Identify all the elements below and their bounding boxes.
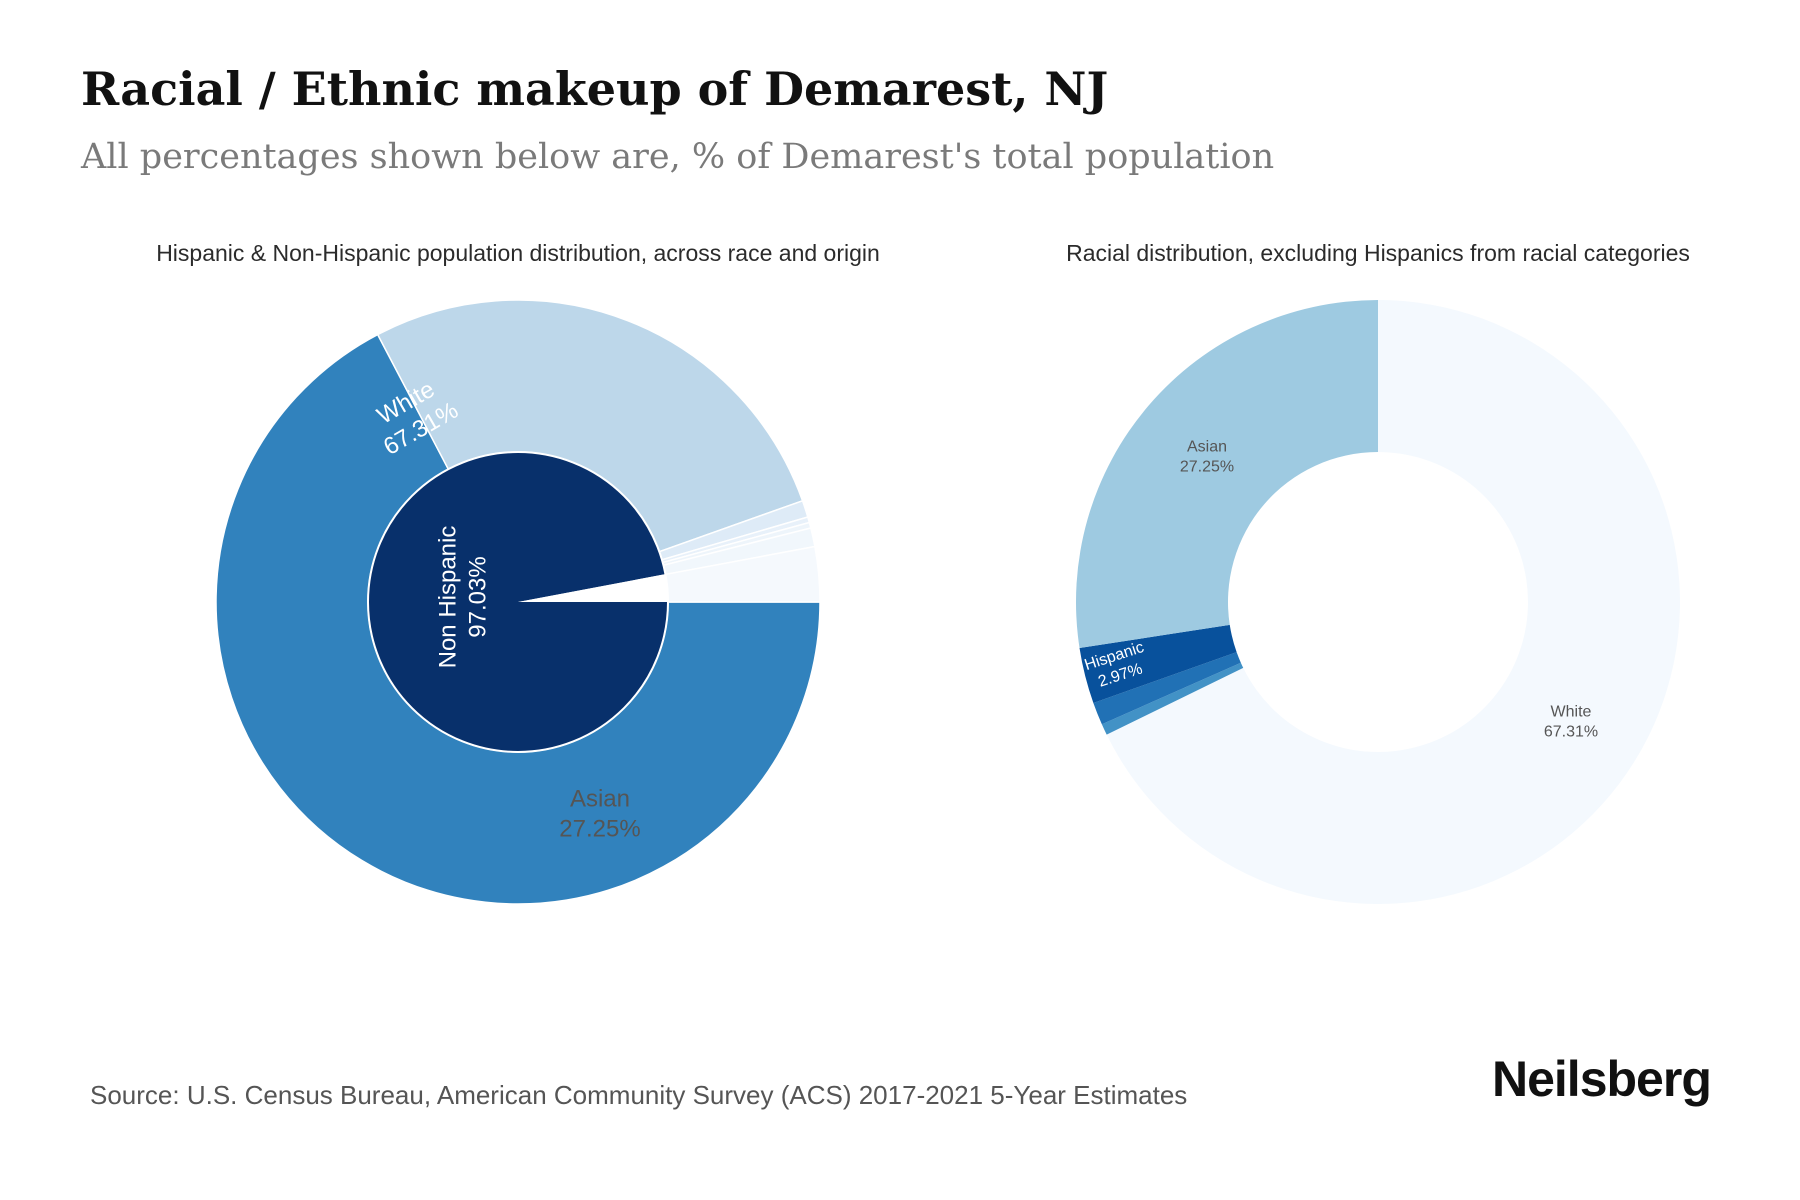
donut-slice-asian	[1075, 300, 1378, 649]
outer-ring-label-asian-name: Asian	[570, 785, 630, 812]
source-note: Source: U.S. Census Bureau, American Com…	[90, 1080, 1188, 1110]
donut-slice-hispanic	[1079, 624, 1237, 703]
right-chart-title: Racial distribution, excluding Hispanics…	[1066, 240, 1690, 266]
donut-label-white: White 67.31%	[1544, 704, 1598, 741]
brand-logo: Neilsberg	[1492, 1051, 1712, 1107]
page-title: Racial / Ethnic makeup of Demarest, NJ	[81, 62, 1109, 116]
inner-pie-border	[367, 451, 669, 753]
left-chart-title: Hispanic & Non-Hispanic population distr…	[156, 240, 880, 266]
left-donut-chart: White67.31%Asian 27.25%Non Hispanic 97.03%	[215, 299, 821, 905]
inner-pie-label-non-hispanic: Non Hispanic 97.03%	[434, 526, 491, 669]
donut-label-white-value: 67.31%	[1544, 724, 1598, 741]
donut-label-asian: Asian 27.25%	[1180, 439, 1234, 476]
outer-ring-label-asian-value: 27.25%	[559, 815, 640, 842]
inner-pie-slice-non-hispanic	[368, 451, 668, 752]
donut-slice-other-2	[1093, 652, 1241, 725]
right-donut-chart: White 67.31%Asian 27.25%Hispanic2.97%	[1075, 300, 1680, 904]
donut-label-asian-name: Asian	[1187, 439, 1227, 456]
inner-pie-label-non-hispanic-value: 97.03%	[464, 556, 491, 637]
donut-label-asian-value: 27.25%	[1180, 459, 1234, 476]
inner-pie-label-non-hispanic-name: Non Hispanic	[434, 526, 461, 669]
donut-slice-other-1	[1101, 662, 1244, 735]
inner-pie-slice-hispanic	[518, 574, 668, 602]
page-subtitle: All percentages shown below are, % of De…	[81, 137, 1275, 177]
outer-ring-label-asian: Asian 27.25%	[559, 785, 640, 842]
donut-label-white-name: White	[1551, 704, 1592, 721]
donut-slice-white	[1106, 300, 1680, 904]
